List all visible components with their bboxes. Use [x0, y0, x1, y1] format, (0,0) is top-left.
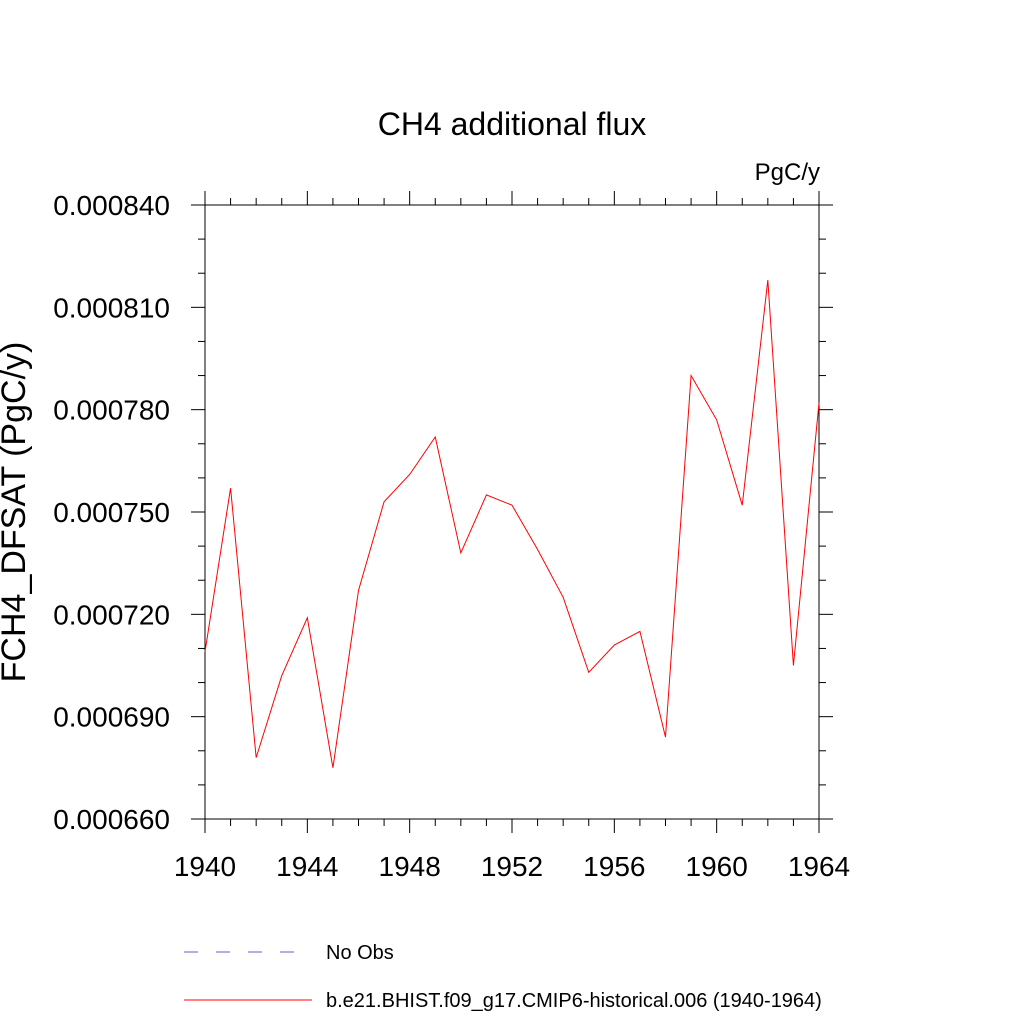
x-tick-label: 1948 [379, 851, 441, 882]
y-tick-label: 0.000810 [53, 292, 170, 323]
series-line [204, 279, 820, 768]
y-tick-label: 0.000660 [53, 804, 170, 835]
chart-title: CH4 additional flux [378, 106, 647, 142]
legend-label: b.e21.BHIST.f09_g17.CMIP6-historical.006… [326, 990, 822, 1012]
x-tick-label: 1952 [481, 851, 543, 882]
series-lines [204, 279, 820, 768]
units-label: PgC/y [755, 159, 820, 186]
y-tick-label: 0.000780 [53, 395, 170, 426]
x-tick-label: 1964 [788, 851, 850, 882]
y-axis-label: FCH4_DFSAT (PgC/y) [0, 342, 33, 683]
axis-tick-labels: 1940 1944 1948 1952 1956 1960 1964 0.000660 0.00… [53, 190, 850, 882]
y-tick-label: 0.000720 [53, 599, 170, 630]
y-tick-label: 0.000690 [53, 702, 170, 733]
legend: No Obs b.e21.BHIST.f09_g17.CMIP6-historic… [184, 942, 822, 1012]
y-tick-label: 0.000840 [53, 190, 170, 221]
plot-frame [204, 204, 820, 820]
axis-ticks [191, 191, 833, 833]
x-tick-label: 1944 [276, 851, 338, 882]
y-tick-label: 0.000750 [53, 497, 170, 528]
x-tick-label: 1960 [686, 851, 748, 882]
legend-label: No Obs [326, 942, 394, 964]
x-tick-label: 1956 [583, 851, 645, 882]
x-tick-label: 1940 [174, 851, 236, 882]
